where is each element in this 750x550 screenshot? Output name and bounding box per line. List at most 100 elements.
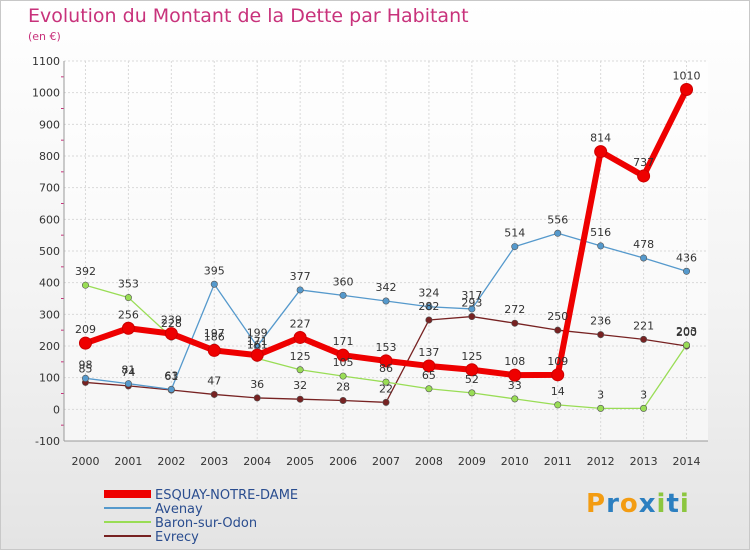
y-tick-label: 1100 bbox=[32, 55, 60, 68]
data-label: 171 bbox=[333, 335, 354, 348]
data-label: 3 bbox=[640, 388, 647, 401]
data-point bbox=[465, 363, 479, 377]
data-point bbox=[78, 336, 92, 350]
x-tick-label: 2004 bbox=[243, 455, 271, 468]
data-point bbox=[425, 303, 433, 311]
legend: ESQUAY-NOTRE-DAMEAvenayBaron-sur-OdonEvr… bbox=[104, 488, 298, 545]
data-point bbox=[124, 294, 132, 302]
data-label: 392 bbox=[75, 265, 96, 278]
logo-letter: P bbox=[586, 489, 607, 519]
y-tick-label: 1000 bbox=[32, 87, 60, 100]
y-tick-label: 800 bbox=[39, 150, 60, 163]
data-label: 81 bbox=[121, 364, 135, 377]
data-point bbox=[81, 374, 89, 382]
proxiti-logo: Proxiti bbox=[586, 489, 690, 519]
data-point bbox=[554, 401, 562, 409]
data-label: 65 bbox=[422, 369, 436, 382]
data-point bbox=[551, 368, 565, 382]
data-point bbox=[680, 83, 694, 96]
data-label: 47 bbox=[207, 374, 221, 387]
y-tick-label: 600 bbox=[39, 213, 60, 226]
data-label: 293 bbox=[461, 297, 482, 310]
data-point bbox=[425, 385, 433, 393]
data-point bbox=[511, 243, 519, 251]
data-label: 22 bbox=[379, 382, 393, 395]
data-label: 814 bbox=[590, 132, 611, 145]
x-tick-label: 2014 bbox=[673, 455, 701, 468]
data-label: 61 bbox=[164, 370, 178, 383]
data-label: 63 bbox=[164, 369, 178, 382]
data-label: 436 bbox=[676, 251, 697, 264]
data-label: 14 bbox=[551, 385, 565, 398]
logo-letter: i bbox=[679, 489, 690, 519]
data-point bbox=[124, 380, 132, 388]
data-point bbox=[511, 319, 519, 327]
data-label: 228 bbox=[161, 317, 182, 330]
data-point bbox=[81, 281, 89, 289]
data-label: 199 bbox=[247, 326, 268, 339]
x-tick-label: 2010 bbox=[501, 455, 529, 468]
data-label: 556 bbox=[547, 213, 568, 226]
x-tick-label: 2005 bbox=[286, 455, 314, 468]
data-label: 395 bbox=[204, 264, 225, 277]
data-point bbox=[683, 341, 691, 349]
data-point bbox=[339, 291, 347, 299]
x-tick-label: 2006 bbox=[329, 455, 357, 468]
data-label: 377 bbox=[290, 270, 311, 283]
data-point bbox=[296, 395, 304, 403]
data-label: 36 bbox=[250, 378, 264, 391]
data-label: 197 bbox=[204, 327, 225, 340]
data-point bbox=[640, 254, 648, 262]
data-label: 514 bbox=[504, 227, 525, 240]
data-label: 28 bbox=[336, 380, 350, 393]
data-label: 125 bbox=[461, 350, 482, 363]
data-point bbox=[382, 378, 390, 386]
data-point bbox=[382, 297, 390, 305]
data-label: 221 bbox=[633, 319, 654, 332]
data-label: 209 bbox=[75, 323, 96, 336]
data-point bbox=[296, 366, 304, 374]
data-label: 186 bbox=[204, 330, 225, 343]
data-label: 353 bbox=[118, 278, 139, 291]
y-tick-label: 200 bbox=[39, 340, 60, 353]
logo-letter: r bbox=[606, 489, 620, 519]
data-point bbox=[293, 330, 307, 344]
data-point bbox=[121, 321, 135, 335]
y-tick-label: -100 bbox=[35, 435, 60, 448]
data-point bbox=[167, 385, 175, 393]
data-point bbox=[468, 389, 476, 397]
data-point bbox=[336, 348, 350, 362]
data-point bbox=[468, 305, 476, 313]
data-point bbox=[379, 354, 393, 368]
data-label: 360 bbox=[333, 275, 354, 288]
data-label: 153 bbox=[376, 341, 397, 354]
data-label: 85 bbox=[78, 362, 92, 375]
data-label: 109 bbox=[547, 355, 568, 368]
legend-label: Evrecy bbox=[155, 530, 199, 545]
data-label: 86 bbox=[379, 362, 393, 375]
logo-letter: i bbox=[656, 489, 667, 519]
logo-letter: x bbox=[638, 489, 657, 519]
data-point bbox=[210, 390, 218, 398]
data-label: 227 bbox=[290, 317, 311, 330]
data-label: 239 bbox=[161, 314, 182, 327]
y-tick-label: 500 bbox=[39, 245, 60, 258]
data-point bbox=[640, 335, 648, 343]
x-tick-label: 2000 bbox=[71, 455, 99, 468]
data-label: 324 bbox=[418, 287, 439, 300]
y-tick-label: 400 bbox=[39, 277, 60, 290]
data-point bbox=[637, 169, 651, 183]
logo-letter: o bbox=[619, 489, 639, 519]
x-tick-label: 2007 bbox=[372, 455, 400, 468]
x-tick-label: 2001 bbox=[114, 455, 142, 468]
x-tick-label: 2012 bbox=[587, 455, 615, 468]
data-point bbox=[425, 316, 433, 324]
data-point bbox=[207, 343, 221, 357]
data-label: 125 bbox=[290, 350, 311, 363]
data-point bbox=[339, 396, 347, 404]
y-tick-label: 100 bbox=[39, 372, 60, 385]
data-label: 1010 bbox=[673, 70, 701, 83]
data-point bbox=[594, 145, 608, 159]
data-label: 203 bbox=[676, 325, 697, 338]
